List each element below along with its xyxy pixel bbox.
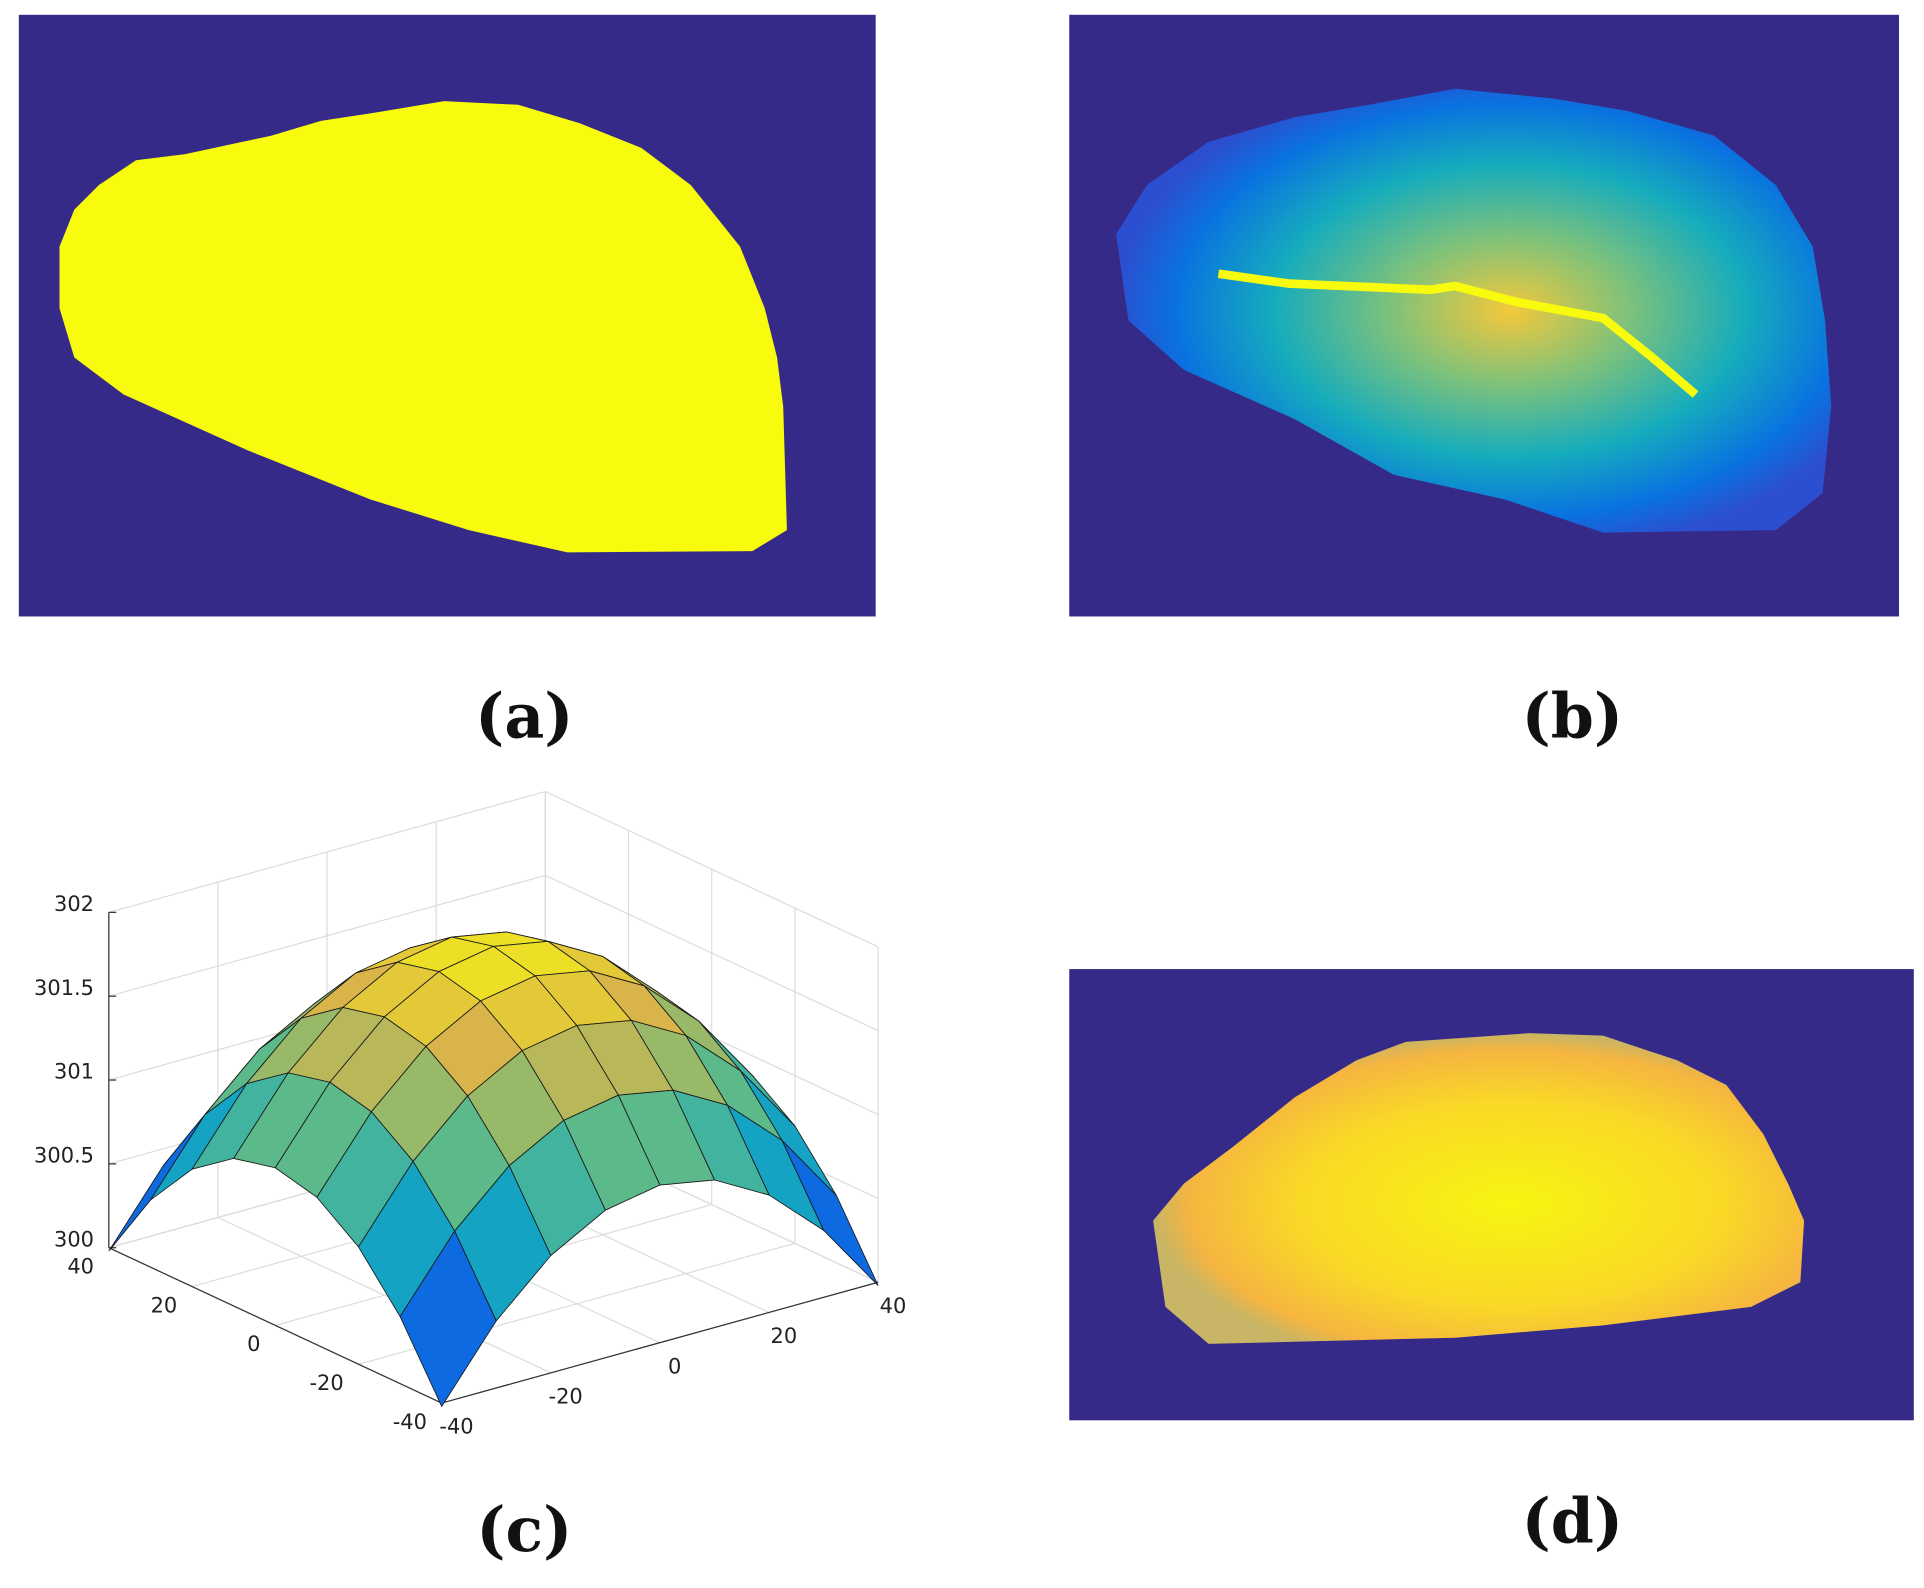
y-tick-label: -40 [393, 1410, 427, 1434]
y-tick-label: 20 [151, 1293, 178, 1317]
skeleton-line [1217, 269, 1699, 398]
z-tick-label: 302 [54, 892, 94, 916]
z-tick-label: 301.5 [34, 976, 94, 1000]
surface-patch [399, 1230, 497, 1408]
axis-line [108, 1247, 442, 1404]
mask-region [59, 101, 787, 553]
panel-d: (d) [1069, 969, 1914, 1557]
x-tick-label: -40 [439, 1415, 473, 1439]
z-tick-label: 301 [54, 1060, 94, 1084]
y-tick-label: 0 [247, 1332, 260, 1356]
surface-patch [108, 1114, 206, 1252]
z-tick-label: 300.5 [34, 1143, 94, 1167]
x-tick-label: -20 [549, 1385, 583, 1409]
x-tick-label: 0 [668, 1354, 681, 1378]
panel-c: (c) 300 300.5 301 301.5 302 -40 -20 0 20 40 -40 -20… [34, 790, 907, 1566]
height-map [1153, 1033, 1805, 1344]
panel-label: (a) [475, 679, 573, 752]
y-tick-label: -20 [309, 1371, 343, 1395]
y-tick-label: 40 [67, 1254, 94, 1278]
panel-label: (b) [1522, 679, 1623, 752]
z-tick-label: 300 [54, 1227, 94, 1251]
distance-map [1116, 88, 1832, 533]
panel-label: (d) [1522, 1484, 1623, 1557]
axis-line [441, 1281, 879, 1404]
panel-b: (b) [1069, 14, 1900, 752]
x-tick-label: 20 [771, 1324, 798, 1348]
panel-a: (a) [18, 14, 876, 752]
panel-label: (c) [476, 1493, 572, 1566]
x-tick-label: 40 [880, 1294, 907, 1318]
